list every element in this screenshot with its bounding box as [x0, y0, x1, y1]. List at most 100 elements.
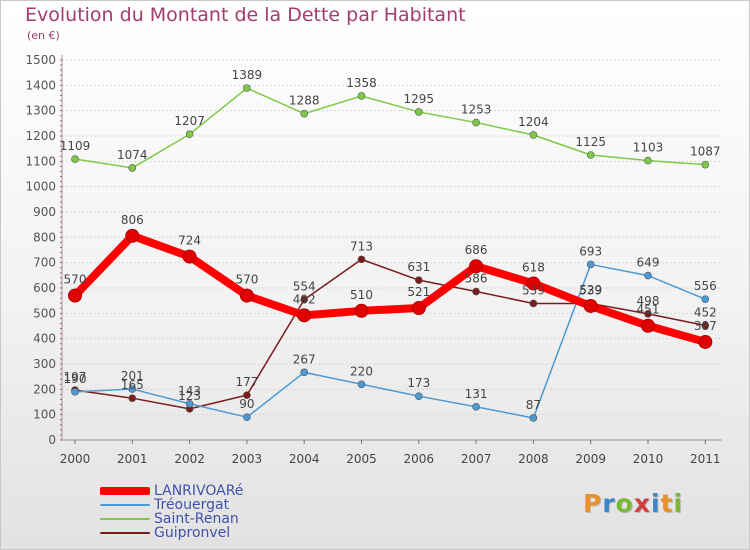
- data-point: [529, 414, 538, 422]
- y-tick-label: 500: [33, 306, 56, 320]
- data-label: 510: [350, 288, 373, 302]
- data-label: 190: [64, 372, 87, 386]
- data-point: [698, 334, 713, 349]
- data-label: 267: [293, 352, 316, 366]
- data-label: 123: [178, 389, 201, 403]
- logo-letter: r: [602, 489, 616, 518]
- data-label: 90: [239, 397, 254, 411]
- data-label: 492: [293, 292, 316, 306]
- y-tick-label: 600: [33, 281, 56, 295]
- y-tick-label: 700: [33, 256, 56, 270]
- data-point: [239, 288, 254, 303]
- data-label: 201: [121, 369, 144, 383]
- series-3: [71, 84, 710, 172]
- data-label: 570: [64, 273, 87, 287]
- data-point: [297, 308, 312, 323]
- x-tick-label: 2011: [690, 452, 721, 466]
- series-line: [71, 231, 710, 346]
- data-label: 165: [121, 378, 144, 392]
- legend-swatch: [100, 504, 150, 506]
- data-point: [701, 160, 710, 169]
- data-label: 554: [293, 280, 316, 294]
- data-point: [357, 380, 366, 389]
- data-label: 713: [350, 239, 373, 253]
- y-tick-label: 100: [33, 408, 56, 422]
- data-point: [125, 228, 140, 243]
- data-label: 131: [465, 387, 488, 401]
- data-point: [243, 84, 251, 92]
- data-point: [472, 403, 480, 411]
- data-label: 1253: [461, 103, 492, 117]
- data-point: [185, 399, 194, 408]
- x-tick-label: 2008: [518, 452, 549, 466]
- series-line: [74, 263, 707, 419]
- y-tick-label: 1500: [25, 53, 56, 67]
- y-tick-label: 1200: [25, 129, 56, 143]
- data-label: 143: [178, 384, 201, 398]
- data-label: 693: [579, 244, 602, 258]
- data-point: [182, 249, 197, 264]
- data-label: 87: [526, 398, 541, 412]
- data-point: [68, 288, 82, 303]
- data-label: 618: [522, 260, 545, 274]
- legend-label: Tréouergat: [154, 497, 230, 513]
- data-label: 1295: [404, 92, 435, 106]
- y-tick-label: 300: [33, 357, 56, 371]
- data-point: [71, 155, 79, 163]
- data-point: [411, 301, 426, 316]
- data-label: 556: [694, 279, 717, 293]
- x-tick-label: 2000: [60, 452, 91, 466]
- y-tick-label: 900: [33, 205, 56, 219]
- data-label: 539: [579, 283, 602, 297]
- legend-label: LANRIVOARé: [154, 483, 244, 499]
- data-point: [243, 413, 251, 422]
- x-tick-label: 2004: [289, 452, 320, 466]
- data-label: 1389: [232, 68, 263, 82]
- x-tick-label: 2003: [232, 452, 263, 466]
- series-line: [74, 258, 707, 410]
- legend-label: Guipronvel: [154, 525, 231, 541]
- y-tick-label: 1300: [25, 104, 56, 118]
- x-tick-label: 2005: [346, 452, 377, 466]
- data-label: 173: [407, 376, 430, 390]
- x-tick-label: 2010: [633, 452, 664, 466]
- data-point: [414, 276, 423, 284]
- data-label: 1125: [575, 135, 606, 149]
- y-tick-label: 1000: [25, 180, 56, 194]
- data-label: 1109: [60, 139, 91, 153]
- y-tick-label: 1400: [25, 78, 56, 92]
- data-label: 1074: [117, 148, 148, 162]
- data-label: 529: [579, 283, 602, 297]
- data-point: [300, 109, 309, 118]
- data-point: [529, 131, 538, 139]
- y-tick-label: 800: [33, 230, 56, 244]
- data-label: 1204: [518, 115, 549, 129]
- data-label: 1207: [174, 114, 205, 128]
- data-label: 452: [694, 305, 717, 319]
- y-tick-label: 400: [33, 332, 56, 346]
- data-point: [583, 298, 598, 313]
- proxiti-logo: Proxiti: [583, 489, 683, 518]
- y-tick-label: 0: [48, 433, 56, 447]
- unit-label: (en €): [27, 29, 60, 42]
- chart-title: Evolution du Montant de la Dette par Hab…: [25, 4, 466, 26]
- data-point: [128, 164, 137, 172]
- data-label: 387: [694, 319, 717, 333]
- data-point: [644, 271, 652, 280]
- data-point: [357, 92, 366, 100]
- legend-swatch: [100, 518, 150, 520]
- data-label: 724: [178, 234, 201, 248]
- series-1: [68, 228, 713, 349]
- data-point: [641, 318, 655, 333]
- data-point: [354, 303, 369, 318]
- data-label: 649: [637, 256, 660, 270]
- logo-letter: x: [633, 489, 651, 518]
- data-label: 177: [235, 375, 258, 389]
- data-label: 451: [637, 303, 660, 317]
- data-point: [586, 151, 595, 159]
- y-tick-label: 200: [33, 382, 56, 396]
- x-tick-label: 2006: [404, 452, 435, 466]
- data-point: [128, 385, 137, 393]
